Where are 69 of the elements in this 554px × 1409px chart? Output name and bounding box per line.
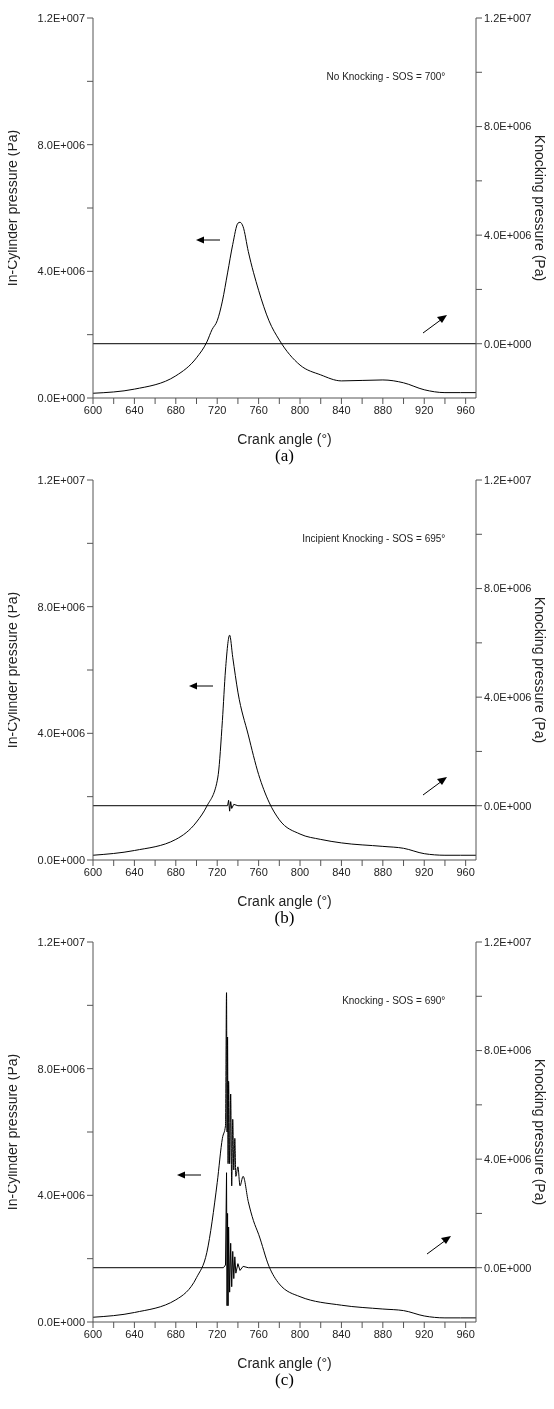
y2-tick-label: 0.0E+000 [484, 1261, 532, 1274]
x-tick-label: 720 [208, 403, 227, 416]
x-tick-label: 720 [208, 1327, 227, 1340]
x-tick-label: 840 [332, 865, 351, 878]
x-tick-label: 680 [166, 865, 185, 878]
y-tick-label: 1.2E+007 [37, 11, 85, 24]
y2-tick-label: 4.0E+006 [484, 691, 532, 704]
x-tick-label: 640 [125, 865, 144, 878]
x-tick-label: 640 [125, 403, 144, 416]
x-tick-label: 960 [456, 1327, 475, 1340]
y-tick-label: 1.2E+007 [37, 473, 85, 486]
y2-tick-label: 4.0E+006 [484, 1153, 532, 1166]
x-tick-label: 800 [290, 403, 310, 416]
x-tick-label: 960 [456, 865, 475, 878]
y2-axis-title: Knocking pressure (Pa) [532, 134, 549, 282]
annotation: No Knocking - SOS = 700° [326, 71, 446, 83]
x-axis-title: Crank angle (°) [237, 893, 332, 909]
y2-tick-label: 1.2E+007 [484, 11, 532, 24]
x-tick-label: 800 [290, 1327, 310, 1340]
y2-tick-label: 8.0E+006 [484, 582, 532, 595]
text: (b) [273, 908, 295, 928]
y-tick-label: 0.0E+000 [37, 853, 85, 866]
y-tick-label: 8.0E+006 [37, 1062, 85, 1075]
x-tick-label: 920 [415, 865, 434, 878]
y-tick-label: 1.2E+007 [37, 935, 85, 948]
x-axis-title: Crank angle (°) [237, 1355, 332, 1371]
x-tick-label: 640 [125, 1327, 144, 1340]
y2-tick-label: 8.0E+006 [484, 1044, 532, 1057]
x-tick-label: 880 [373, 865, 393, 878]
x-tick-label: 680 [166, 1327, 185, 1340]
annotation: Incipient Knocking - SOS = 695° [302, 533, 446, 545]
y-tick-label: 8.0E+006 [37, 138, 85, 151]
x-tick-label: 840 [332, 403, 351, 416]
y2-tick-label: 1.2E+007 [484, 473, 532, 486]
x-tick-label: 760 [249, 865, 268, 878]
x-tick-label: 800 [290, 865, 310, 878]
y-tick-label: 4.0E+006 [37, 1189, 85, 1202]
text: (a) [274, 446, 294, 466]
x-tick-label: 720 [208, 865, 227, 878]
y2-axis-title: Knocking pressure (Pa) [532, 1058, 549, 1206]
x-tick-label: 920 [415, 403, 434, 416]
line-series [93, 992, 476, 1319]
y-tick-label: 4.0E+006 [37, 727, 85, 740]
y2-axis-title: Knocking pressure (Pa) [532, 596, 549, 744]
y-tick-label: 4.0E+006 [37, 265, 85, 278]
y-tick-label: 8.0E+006 [37, 600, 85, 613]
x-tick-label: 680 [166, 403, 185, 416]
x-tick-label: 840 [332, 1327, 351, 1340]
x-axis-title: Crank angle (°) [237, 431, 332, 447]
x-tick-label: 760 [249, 403, 268, 416]
y-tick-label: 0.0E+000 [37, 391, 85, 404]
annotation: Knocking - SOS = 690° [342, 995, 446, 1007]
x-tick-label: 600 [83, 865, 103, 878]
x-tick-label: 600 [83, 403, 103, 416]
y2-tick-label: 4.0E+006 [484, 229, 532, 242]
y-tick-label: 0.0E+000 [37, 1315, 85, 1328]
y2-tick-label: 0.0E+000 [484, 799, 532, 812]
x-tick-label: 880 [373, 403, 393, 416]
x-tick-label: 600 [83, 1327, 103, 1340]
text: (c) [274, 1370, 294, 1390]
x-tick-label: 920 [415, 1327, 434, 1340]
line-series [93, 634, 476, 856]
line-series [93, 221, 476, 394]
y2-tick-label: 8.0E+006 [484, 120, 532, 133]
y2-tick-label: 0.0E+000 [484, 337, 532, 350]
x-tick-label: 880 [373, 1327, 393, 1340]
x-tick-label: 960 [456, 403, 475, 416]
x-tick-label: 760 [249, 1327, 268, 1340]
y2-tick-label: 1.2E+007 [484, 935, 532, 948]
